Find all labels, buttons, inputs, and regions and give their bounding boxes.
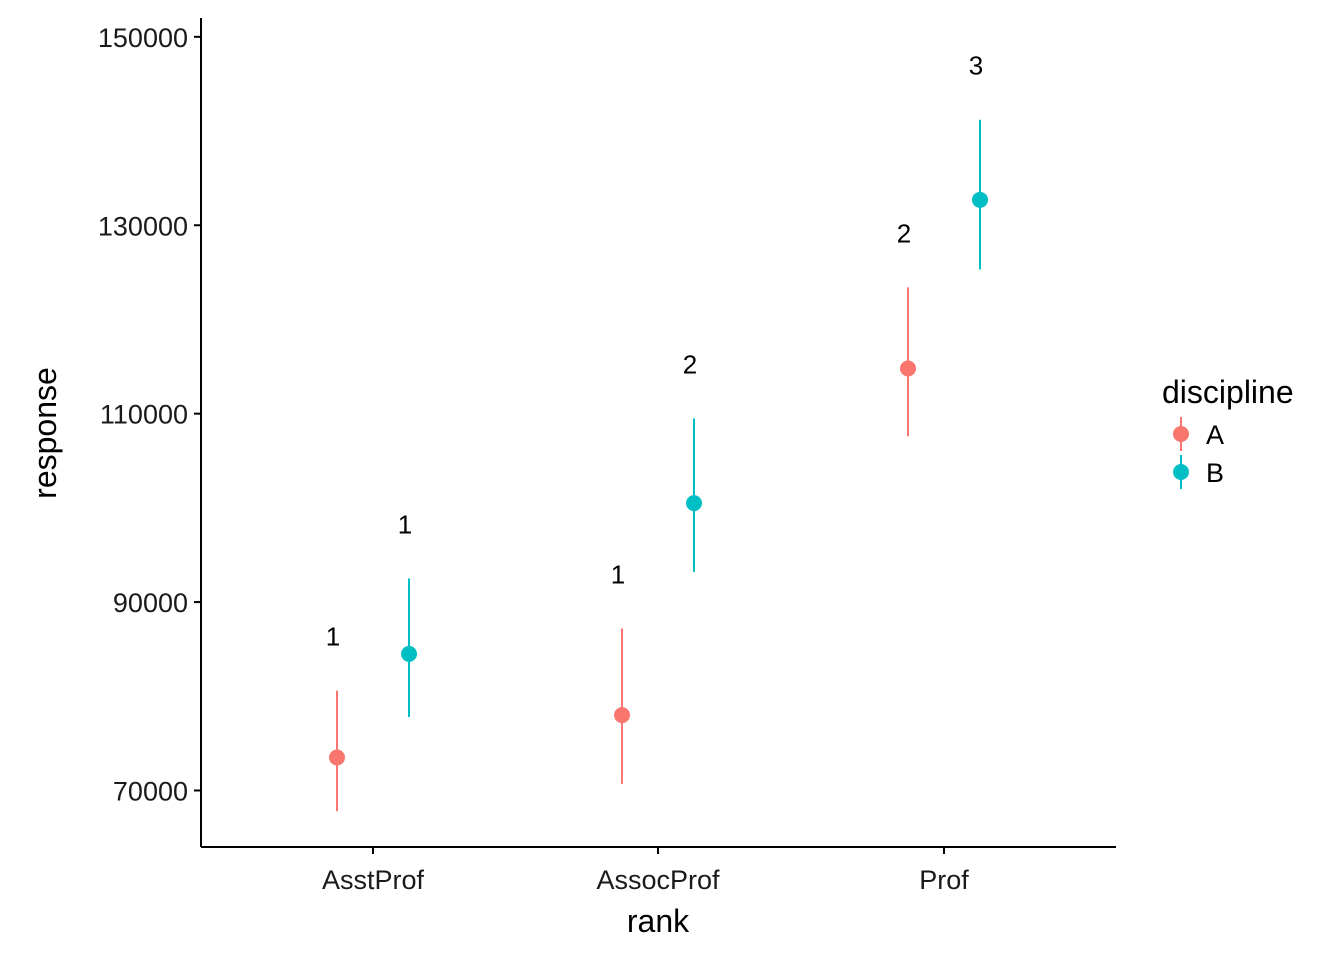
y-tick-label: 130000 (98, 211, 188, 241)
y-tick-label: 110000 (100, 400, 188, 430)
group-letter-label: 3 (969, 51, 983, 81)
legend-label: B (1206, 458, 1224, 488)
y-tick-label: 90000 (113, 588, 188, 618)
group-letter-label: 2 (683, 349, 697, 379)
legend-key-point (1173, 464, 1189, 480)
data-point (972, 191, 988, 208)
data-marks: 1 1 2 1 2 3 (326, 51, 988, 812)
y-tick-label: 150000 (98, 23, 188, 53)
x-tick-label: AssocProf (596, 865, 720, 895)
data-point (686, 495, 702, 512)
data-point (401, 645, 417, 662)
legend-key-point (1173, 426, 1189, 442)
group-letter-label: 1 (326, 622, 340, 652)
legend-label: A (1206, 420, 1224, 450)
data-point (614, 707, 630, 724)
legend: discipline AB (1162, 374, 1294, 489)
x-tick-label: AsstProf (322, 865, 425, 895)
group-letter-label: 1 (398, 510, 412, 540)
y-tick-label: 70000 (113, 776, 188, 806)
y-axis-ticks: 70000 90000 110000 130000 150000 (98, 23, 201, 806)
x-axis-title: rank (627, 903, 690, 939)
legend-title: discipline (1162, 374, 1294, 410)
group-letter-label: 1 (611, 559, 625, 589)
y-axis-title: response (27, 367, 63, 499)
data-point (900, 360, 916, 377)
x-tick-label: Prof (919, 865, 969, 895)
group-letter-label: 2 (897, 218, 911, 248)
data-point (329, 749, 345, 766)
x-axis-ticks: AsstProf AssocProf Prof (322, 847, 969, 895)
